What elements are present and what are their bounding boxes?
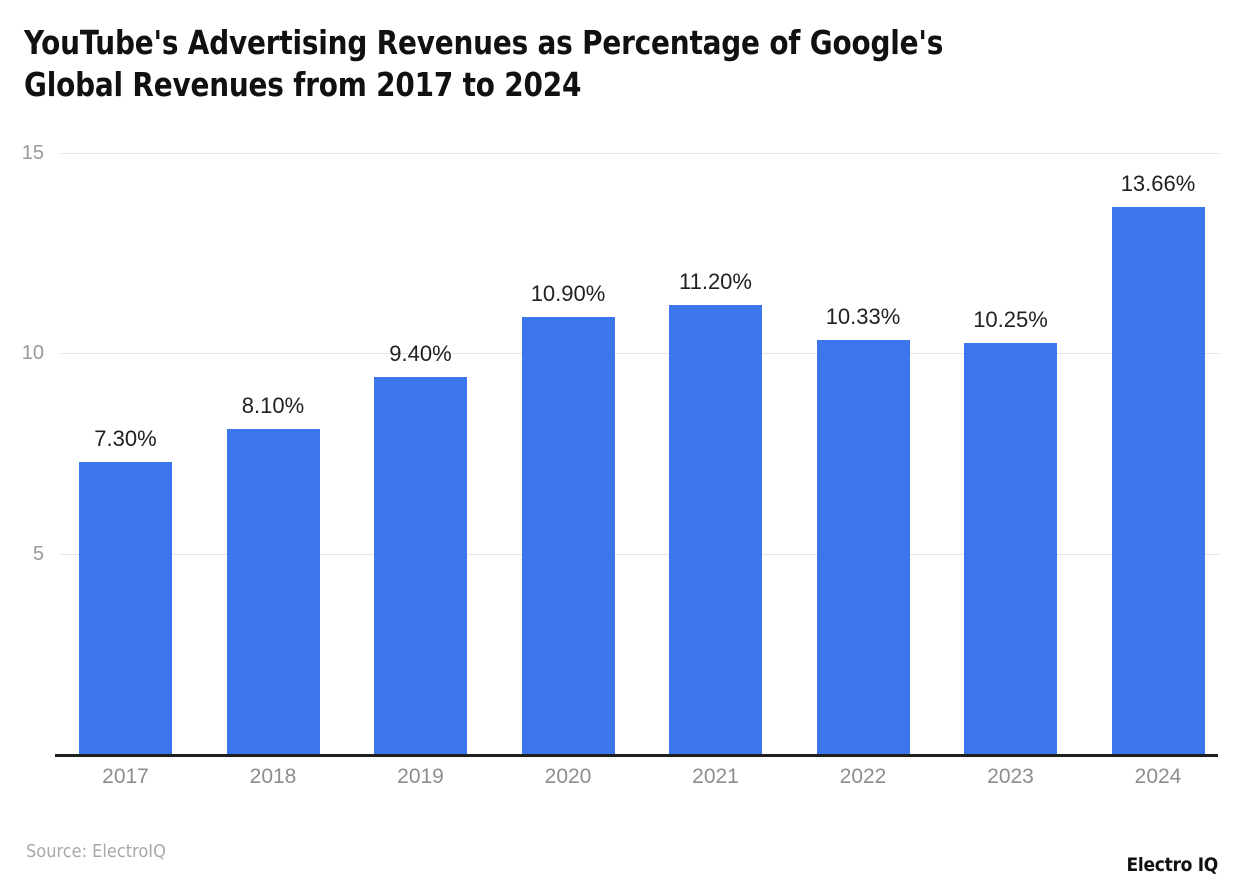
bar-value-label-2018: 8.10%	[241, 393, 305, 419]
gridline-5	[60, 553, 1220, 555]
x-axis-tick-2019: 2019	[397, 765, 444, 788]
bar-value-label-2017: 7.30%	[94, 425, 157, 451]
bar-value-label-2024: 13.66%	[1120, 170, 1196, 196]
source-note: Source: ElectroIQ	[26, 841, 166, 862]
bar-value-label-2019: 9.40%	[389, 341, 452, 367]
bar-2019[interactable]	[374, 377, 467, 754]
x-axis-tick-2017: 2017	[102, 765, 149, 788]
gridline-10	[60, 353, 1220, 355]
x-axis-tick-2018: 2018	[249, 765, 297, 788]
x-axis-tick-2021: 2021	[692, 765, 739, 788]
brand-logo: Electro IQ	[1126, 854, 1219, 876]
x-axis-tick-2022: 2022	[839, 765, 887, 788]
bar-2020[interactable]	[521, 317, 615, 754]
y-axis-tick-10: 10	[21, 342, 44, 365]
x-axis-tick-2020: 2020	[544, 765, 592, 788]
bar-2018[interactable]	[226, 429, 320, 754]
bar-value-label-2023: 10.25%	[973, 307, 1048, 333]
bar-2017[interactable]	[79, 461, 172, 754]
bar-2021[interactable]	[669, 305, 762, 754]
bar-value-label-2021: 11.20%	[679, 269, 752, 295]
gridline-15	[60, 153, 1220, 154]
x-axis-tick-2023: 2023	[987, 765, 1034, 788]
bar-value-label-2020: 10.90%	[530, 281, 606, 307]
x-axis-line	[55, 754, 1218, 757]
x-axis-tick-2024: 2024	[1134, 765, 1182, 788]
bar-2023[interactable]	[964, 343, 1057, 754]
chart-title: YouTube's Advertising Revenues as Percen…	[24, 23, 944, 104]
y-axis-tick-15: 15	[21, 142, 44, 164]
y-axis-tick-5: 5	[32, 542, 44, 565]
bar-2024[interactable]	[1111, 206, 1205, 754]
bar-2022[interactable]	[816, 340, 910, 754]
bar-value-label-2022: 10.33%	[825, 304, 901, 330]
